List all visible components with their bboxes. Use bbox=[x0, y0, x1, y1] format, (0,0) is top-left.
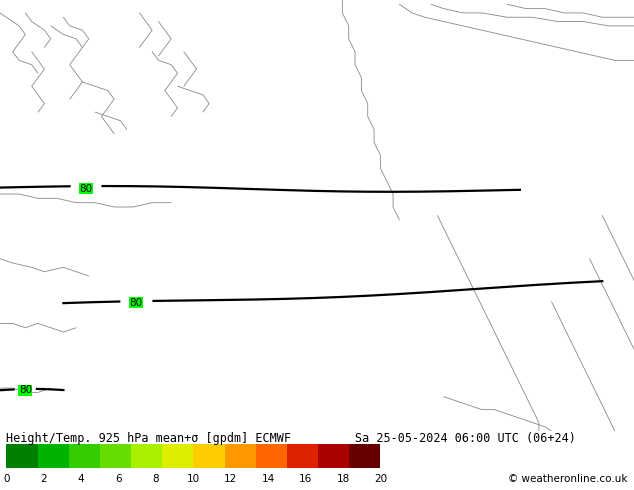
Text: Height/Temp. 925 hPa mean+σ [gpdm] ECMWF: Height/Temp. 925 hPa mean+σ [gpdm] ECMWF bbox=[6, 432, 292, 445]
Bar bbox=[100, 444, 131, 467]
Bar bbox=[256, 444, 287, 467]
Text: 20: 20 bbox=[374, 473, 387, 484]
Bar bbox=[37, 444, 68, 467]
Bar bbox=[318, 444, 349, 467]
Text: 16: 16 bbox=[299, 473, 312, 484]
Bar bbox=[287, 444, 318, 467]
Bar bbox=[193, 444, 224, 467]
Text: 2: 2 bbox=[41, 473, 47, 484]
Text: 6: 6 bbox=[115, 473, 122, 484]
Bar bbox=[162, 444, 193, 467]
Text: 10: 10 bbox=[187, 473, 200, 484]
Text: 12: 12 bbox=[224, 473, 237, 484]
Text: 80: 80 bbox=[79, 184, 92, 194]
Bar bbox=[68, 444, 100, 467]
Text: Sa 25-05-2024 06:00 UTC (06+24): Sa 25-05-2024 06:00 UTC (06+24) bbox=[355, 432, 576, 445]
Text: © weatheronline.co.uk: © weatheronline.co.uk bbox=[508, 474, 628, 484]
Text: 0: 0 bbox=[3, 473, 10, 484]
Bar bbox=[131, 444, 162, 467]
Bar bbox=[349, 444, 380, 467]
Bar bbox=[6, 444, 37, 467]
Text: 8: 8 bbox=[153, 473, 159, 484]
Text: 18: 18 bbox=[337, 473, 349, 484]
Text: 14: 14 bbox=[262, 473, 275, 484]
Bar bbox=[224, 444, 256, 467]
Text: 80: 80 bbox=[19, 385, 32, 395]
Text: 4: 4 bbox=[78, 473, 84, 484]
Text: 80: 80 bbox=[130, 298, 143, 308]
